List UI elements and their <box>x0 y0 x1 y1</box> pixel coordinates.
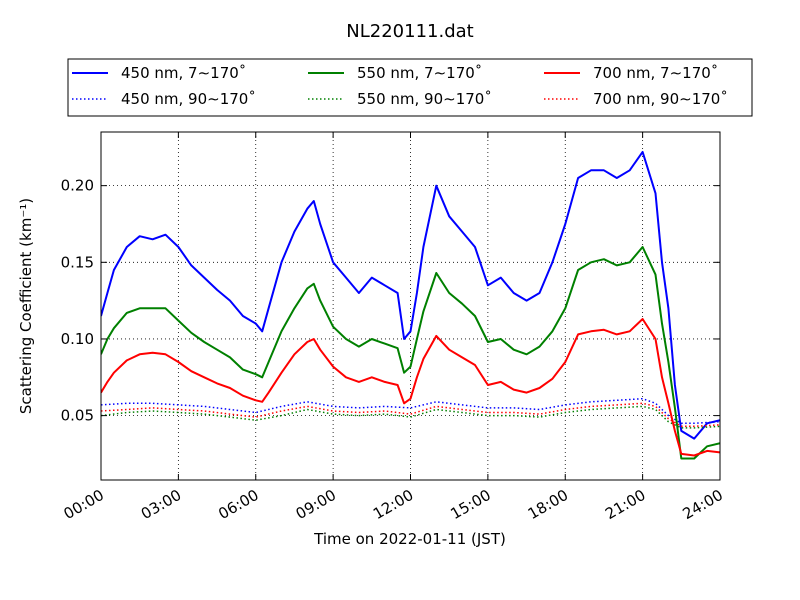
x-tick-label: 09:00 <box>293 486 339 523</box>
x-tick-label: 03:00 <box>138 486 184 523</box>
x-tick-label: 21:00 <box>602 486 648 523</box>
legend-frame <box>67 58 753 117</box>
series-line-1 <box>101 397 720 425</box>
legend-entry-label: 450 nm, 90∼170˚ <box>121 90 256 108</box>
legend-entry-label: 700 nm, 7∼170˚ <box>593 64 718 82</box>
y-tick-label: 0.20 <box>61 177 94 195</box>
x-tick-label: 24:00 <box>680 486 726 523</box>
x-tick-label: 18:00 <box>525 486 571 523</box>
x-tick-label: 00:00 <box>61 486 107 523</box>
legend-entry-label: 700 nm, 90∼170˚ <box>593 90 728 108</box>
y-axis: 0.05 0.10 0.15 0.20 <box>61 177 720 425</box>
y-tick-label: 0.10 <box>61 330 94 348</box>
legend-entry-label: 550 nm, 90∼170˚ <box>357 90 492 108</box>
y-tick-label: 0.15 <box>61 253 94 271</box>
x-tick-label: 12:00 <box>370 486 416 523</box>
series-line-3 <box>101 405 720 429</box>
grid-lines <box>101 132 720 480</box>
y-axis-label: Scattering Coefficient (km⁻¹) <box>17 198 35 414</box>
legend-entry-label: 450 nm, 7∼170˚ <box>121 64 246 82</box>
series-line-2 <box>101 246 720 460</box>
x-tick-label: 06:00 <box>215 486 261 523</box>
series-line-0 <box>101 150 720 440</box>
series-lines <box>101 150 720 460</box>
series-line-5 <box>101 402 720 428</box>
x-axis: 00:00 03:00 06:00 09:00 12:00 15:00 18:00 21:00… <box>61 132 726 523</box>
legend: 450 nm, 7∼170˚ 450 nm, 90∼170˚ 550 nm, 7∼1… <box>67 58 753 117</box>
x-axis-label: Time on 2022-01-11 (JST) <box>313 530 506 548</box>
legend-entry-label: 550 nm, 7∼170˚ <box>357 64 482 82</box>
series-line-4 <box>101 318 720 457</box>
chart-title: NL220111.dat <box>346 21 473 42</box>
y-tick-label: 0.05 <box>61 407 94 425</box>
x-tick-label: 15:00 <box>447 486 493 523</box>
